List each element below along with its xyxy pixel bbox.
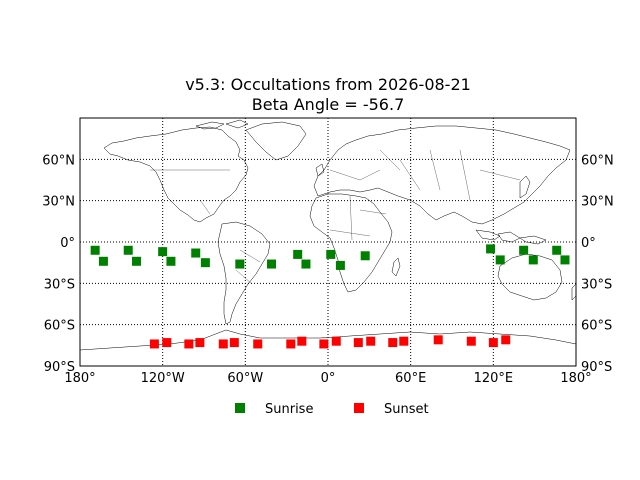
y-tick-label-right: 30°S (581, 277, 612, 292)
sunrise-point (235, 259, 245, 269)
sunset-point (162, 338, 172, 348)
sunset-point (195, 338, 205, 348)
sunset-point (488, 338, 498, 348)
sunset-point (149, 339, 159, 349)
x-tick-label: 180° (64, 371, 95, 386)
y-tick-label-left: 60°N (42, 153, 75, 168)
sunrise-point (360, 251, 370, 261)
y-tick-label-right: 90°S (581, 360, 612, 375)
sunrise-point (200, 258, 210, 268)
map-frame (79, 117, 577, 367)
chart-title: v5.3: Occultations from 2026-08-21 (185, 75, 471, 94)
sunrise-point (301, 259, 311, 269)
sunrise-point (528, 255, 538, 265)
y-tick-label-left: 30°N (42, 195, 75, 210)
x-tick-label: 120°E (474, 371, 514, 386)
x-tick-label: 180° (560, 371, 591, 386)
sunset-point (184, 339, 194, 349)
y-tick-label-right: 0° (581, 236, 596, 251)
legend-swatch-sunset (354, 403, 364, 413)
sunrise-point (191, 248, 201, 258)
sunrise-point (123, 245, 133, 255)
sunset-point (353, 338, 363, 348)
sunset-point (388, 338, 398, 348)
gridlines (80, 118, 576, 366)
y-tick-label-left: 60°S (44, 319, 75, 334)
sunrise-point (267, 259, 277, 269)
y-tick-label-right: 60°N (581, 153, 614, 168)
x-tick-label: 120°W (141, 371, 185, 386)
sunrise-point (166, 256, 176, 266)
sunset-point (331, 336, 341, 346)
y-tick-label-left: 0° (60, 236, 75, 251)
y-tick-label-left: 90°S (44, 360, 75, 375)
sunrise-point (552, 245, 562, 255)
sunrise-point (560, 255, 570, 265)
legend-label-sunset: Sunset (384, 402, 429, 417)
sunset-point (366, 336, 376, 346)
y-axis-labels-left: 60°N 30°N 0° 30°S 60°S 90°S (42, 153, 75, 375)
chart-subtitle: Beta Angle = -56.7 (252, 95, 405, 114)
sunrise-point (293, 249, 303, 259)
world-map (79, 117, 577, 367)
sunrise-point (326, 249, 336, 259)
sunrise-point (335, 260, 345, 270)
x-tick-label: 60°W (227, 371, 263, 386)
sunset-series (149, 335, 511, 349)
sunset-point (229, 338, 239, 348)
x-tick-label: 0° (321, 371, 336, 386)
y-tick-label-left: 30°S (44, 277, 75, 292)
sunset-point (433, 335, 443, 345)
sunrise-series (90, 244, 570, 270)
legend-swatch-sunrise (235, 403, 245, 413)
sunrise-point (158, 247, 168, 257)
sunrise-point (519, 245, 529, 255)
legend: Sunrise Sunset (235, 402, 429, 417)
sunset-point (501, 335, 511, 345)
sunrise-point (90, 245, 100, 255)
x-tick-label: 60°E (395, 371, 426, 386)
sunrise-point (495, 255, 505, 265)
sunset-point (399, 336, 409, 346)
sunset-point (297, 336, 307, 346)
sunset-point (218, 339, 228, 349)
sunset-point (286, 339, 296, 349)
sunset-point (319, 339, 329, 349)
sunrise-point (486, 244, 496, 254)
legend-label-sunrise: Sunrise (265, 402, 313, 417)
y-tick-label-right: 30°N (581, 195, 614, 210)
sunset-point (466, 336, 476, 346)
sunrise-point (131, 256, 141, 266)
country-borders (150, 149, 521, 285)
sunrise-point (98, 256, 108, 266)
y-axis-labels-right: 60°N 30°N 0° 30°S 60°S 90°S (581, 153, 614, 375)
y-tick-label-right: 60°S (581, 319, 612, 334)
x-axis-labels: 180° 120°W 60°W 0° 60°E 120°E 180° (64, 371, 591, 386)
sunset-point (253, 339, 263, 349)
